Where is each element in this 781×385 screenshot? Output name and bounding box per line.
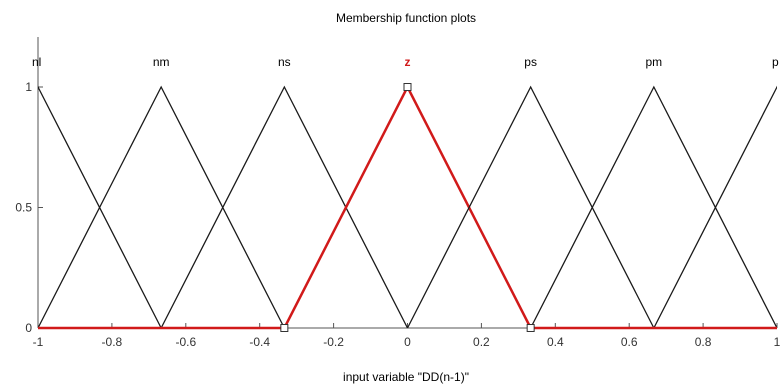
mf-label-nl: nl <box>32 55 41 69</box>
x-tick-label: 0.2 <box>473 335 490 349</box>
mf-label-z: z <box>405 55 411 69</box>
mf-label-ns: ns <box>278 55 291 69</box>
mf-line-nm <box>38 85 285 329</box>
chart-title: Membership function plots <box>336 11 476 25</box>
mf-line-ns <box>160 85 409 329</box>
vertex-marker <box>526 324 535 332</box>
x-tick-label: 0 <box>404 335 411 349</box>
vertex-marker <box>403 83 412 91</box>
mf-lines-group <box>38 84 777 330</box>
y-tick-label: 1 <box>25 80 32 94</box>
mf-line-nl <box>38 85 162 329</box>
mf-line-p <box>653 85 777 329</box>
y-tick-label: 0.5 <box>15 201 32 215</box>
x-tick-label: -0.2 <box>323 335 344 349</box>
mf-label-ps: ps <box>524 55 537 69</box>
x-tick-label: -0.4 <box>249 335 270 349</box>
mf-label-p: p <box>772 55 779 69</box>
x-tick-label: 0.6 <box>621 335 638 349</box>
x-tick-label: 0.4 <box>547 335 564 349</box>
vertex-marker <box>280 324 289 332</box>
mf-line-z <box>283 84 532 329</box>
mf-line-pm <box>530 85 777 329</box>
mf-label-pm: pm <box>646 55 663 69</box>
mf-label-nm: nm <box>153 55 170 69</box>
y-tick-label: 0 <box>25 321 32 335</box>
x-tick-label: -0.6 <box>175 335 196 349</box>
x-tick-label: -0.8 <box>102 335 123 349</box>
x-axis-label: input variable "DD(n-1)" <box>343 370 469 384</box>
x-tick-label: -1 <box>33 335 44 349</box>
x-tick-label: 0.8 <box>695 335 712 349</box>
x-tick-label: 1 <box>774 335 781 349</box>
mf-line-ps <box>406 85 655 329</box>
